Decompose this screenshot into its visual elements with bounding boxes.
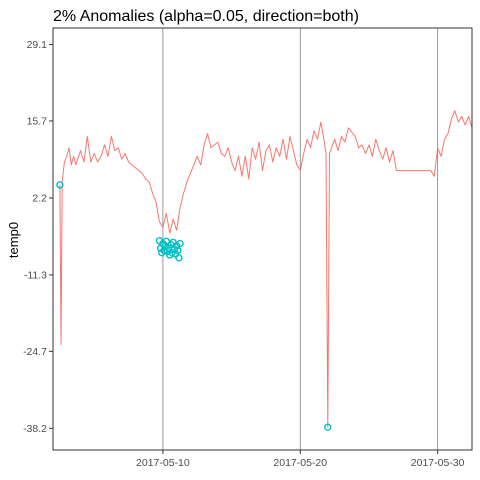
plot-panel	[52, 27, 473, 451]
x-tick-label: 2017-05-10	[136, 457, 190, 469]
anomaly-point	[174, 246, 182, 255]
series-line-observed	[59, 110, 473, 428]
chart-title: 2% Anomalies (alpha=0.05, direction=both…	[53, 8, 359, 25]
anomaly-point	[324, 423, 332, 431]
anomaly-point	[175, 254, 183, 262]
y-tick-label: -11.3	[24, 269, 47, 281]
y-axis: 29.1 15.7 2.2 -11.3 -24.7 -38.2	[23, 39, 53, 435]
anomaly-point	[176, 239, 184, 248]
y-tick-label: 29.1	[27, 39, 48, 51]
x-tick-label: 2017-05-30	[411, 457, 465, 469]
y-axis-title: temp0	[6, 222, 21, 258]
y-tick-label: -38.2	[23, 423, 47, 435]
y-tick-label: 15.7	[27, 115, 48, 127]
anomaly-point	[56, 181, 64, 189]
panel-border	[52, 27, 473, 451]
anomaly-point	[162, 237, 171, 245]
x-axis: 2017-05-10 2017-05-20 2017-05-30	[136, 450, 465, 469]
x-tick-label: 2017-05-20	[273, 457, 327, 469]
y-tick-label: -24.7	[23, 346, 47, 358]
y-tick-label: 2.2	[32, 192, 47, 204]
